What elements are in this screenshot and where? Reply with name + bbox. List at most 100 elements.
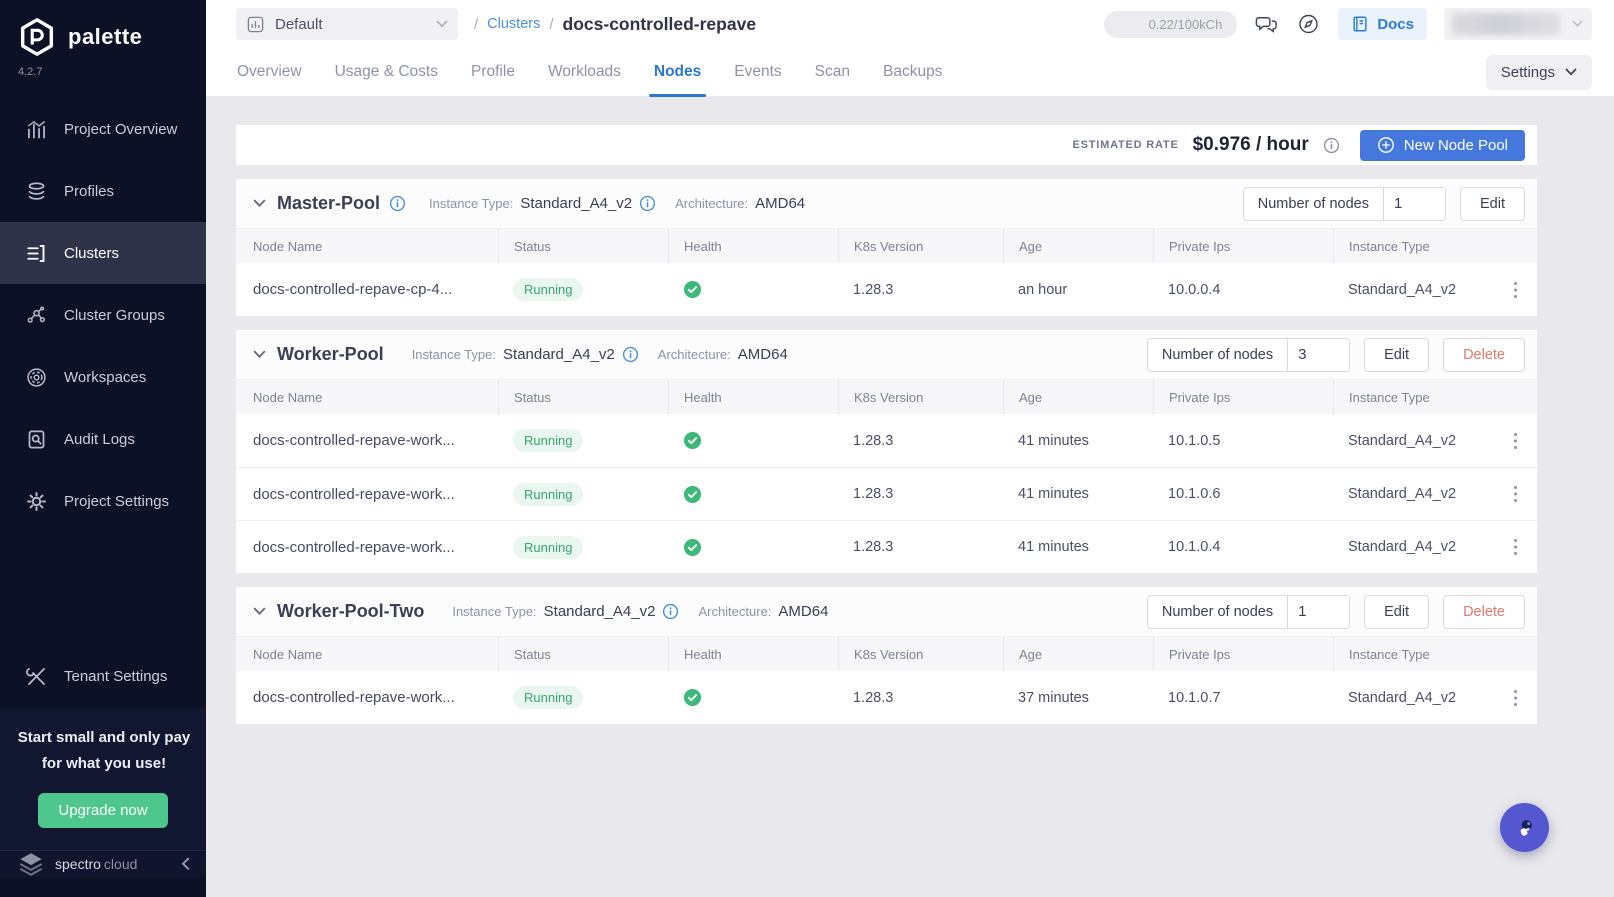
project-selector[interactable]: Default bbox=[236, 8, 458, 40]
number-of-nodes-input[interactable] bbox=[1287, 595, 1350, 628]
breadcrumb-clusters-link[interactable]: Clusters bbox=[487, 16, 541, 32]
row-actions-menu[interactable] bbox=[1513, 538, 1518, 556]
age-cell: 37 minutes bbox=[1018, 689, 1089, 706]
sidebar-item-profiles[interactable]: Profiles bbox=[0, 160, 206, 222]
gear-icon bbox=[26, 491, 47, 512]
column-header: Health bbox=[668, 380, 838, 414]
breadcrumb-separator: / bbox=[474, 15, 479, 33]
sidebar-item-label: Audit Logs bbox=[64, 430, 135, 448]
number-of-nodes-group: Number of nodes bbox=[1242, 186, 1446, 221]
table-header-row: Node Name Status Health K8s Version Age Priva… bbox=[236, 637, 1537, 671]
table-body: docs-controlled-repave-work... Running 1… bbox=[236, 414, 1537, 573]
feedback-chat-icon[interactable] bbox=[1254, 13, 1279, 35]
sidebar-item-project-settings[interactable]: Project Settings bbox=[0, 470, 206, 532]
audit-logs-icon bbox=[26, 429, 47, 450]
info-icon[interactable] bbox=[1323, 137, 1340, 154]
sidebar: palette 4.2.7 Project Overview Profiles … bbox=[0, 0, 206, 897]
table-row: docs-controlled-repave-work... Running 1… bbox=[236, 671, 1537, 724]
docs-button[interactable]: Docs bbox=[1338, 8, 1427, 40]
sidebar-item-audit-logs[interactable]: Audit Logs bbox=[0, 408, 206, 470]
instance-type-label: Instance Type: bbox=[411, 347, 497, 362]
age-cell: 41 minutes bbox=[1018, 539, 1089, 555]
node-name-cell: docs-controlled-repave-work... bbox=[253, 485, 455, 503]
table-row: docs-controlled-repave-work... Running 1… bbox=[236, 467, 1537, 520]
upgrade-message: Start small and only pay for what you us… bbox=[17, 729, 191, 773]
instance-type-cell: Standard_A4_v2 bbox=[1348, 486, 1457, 502]
row-actions-menu[interactable] bbox=[1513, 689, 1518, 707]
health-cell bbox=[668, 688, 838, 707]
architecture-value: AMD64 bbox=[737, 346, 788, 363]
info-icon[interactable] bbox=[662, 603, 679, 620]
private-ip-cell: 10.1.0.4 bbox=[1168, 539, 1221, 555]
node-name-cell: docs-controlled-repave-work... bbox=[253, 538, 455, 556]
column-header: Status bbox=[498, 380, 668, 414]
number-of-nodes-group: Number of nodes bbox=[1146, 337, 1351, 372]
table-body: docs-controlled-repave-work... Running 1… bbox=[236, 671, 1537, 724]
chevron-down-icon[interactable] bbox=[253, 350, 266, 359]
health-check-icon bbox=[683, 280, 838, 299]
profiles-icon bbox=[26, 181, 47, 202]
help-widget-button[interactable] bbox=[1500, 803, 1549, 852]
breadcrumb: / Clusters / docs-controlled-repave bbox=[474, 14, 756, 35]
info-icon[interactable] bbox=[389, 195, 406, 212]
instance-type-value: Standard_A4_v2 bbox=[543, 603, 656, 620]
row-actions-menu[interactable] bbox=[1513, 281, 1518, 299]
age-cell: an hour bbox=[1018, 281, 1068, 298]
architecture-label: Architecture: bbox=[675, 196, 749, 211]
health-check-icon bbox=[683, 431, 838, 450]
number-of-nodes-input[interactable] bbox=[1383, 187, 1445, 220]
sidebar-item-workspaces[interactable]: Workspaces bbox=[0, 346, 206, 408]
status-badge: Running bbox=[513, 535, 584, 559]
sidebar-item-tenant-settings[interactable]: Tenant Settings bbox=[0, 645, 206, 707]
row-actions-menu[interactable] bbox=[1513, 432, 1518, 450]
node-pool-section-worker-pool: Worker-Pool Instance Type: Standard_A4_v… bbox=[236, 330, 1537, 573]
spectro-cloud-logo-icon bbox=[19, 852, 43, 876]
tab-workloads[interactable]: Workloads bbox=[547, 63, 621, 80]
palette-logo-icon bbox=[20, 18, 54, 56]
node-name-cell: docs-controlled-repave-work... bbox=[253, 432, 455, 449]
tab-usage-costs[interactable]: Usage & Costs bbox=[334, 63, 438, 80]
table-row: docs-controlled-repave-cp-4... Running 1… bbox=[236, 263, 1537, 316]
redacted-user-name bbox=[1452, 13, 1560, 35]
explore-compass-icon[interactable] bbox=[1296, 13, 1321, 35]
chevron-down-icon[interactable] bbox=[253, 607, 266, 616]
tab-nodes[interactable]: Nodes bbox=[648, 48, 707, 97]
tab-scan[interactable]: Scan bbox=[814, 63, 850, 80]
tab-backups[interactable]: Backups bbox=[882, 63, 943, 80]
delete-button[interactable]: Delete bbox=[1443, 337, 1525, 372]
sidebar-item-label: Project Overview bbox=[64, 120, 178, 138]
chevron-down-icon[interactable] bbox=[253, 199, 266, 208]
collapse-sidebar-icon[interactable] bbox=[181, 857, 190, 871]
top-bar-actions: 0.22/100kCh Docs bbox=[1104, 8, 1592, 40]
column-header: K8s Version bbox=[838, 229, 1003, 263]
edit-button[interactable]: Edit bbox=[1460, 186, 1525, 221]
sidebar-nav: Project Overview Profiles Clusters Clust… bbox=[0, 98, 206, 707]
column-header: Node Name bbox=[253, 646, 323, 662]
cluster-tabs: Overview Usage & Costs Profile Workloads Nod… bbox=[206, 48, 1614, 97]
table-row: docs-controlled-repave-work... Running 1… bbox=[236, 414, 1537, 467]
info-icon[interactable] bbox=[622, 346, 639, 363]
delete-button[interactable]: Delete bbox=[1443, 594, 1525, 629]
sidebar-item-label: Clusters bbox=[64, 244, 120, 262]
column-header: Private Ips bbox=[1153, 229, 1333, 263]
private-ip-cell: 10.0.0.4 bbox=[1168, 281, 1221, 298]
user-account-menu[interactable] bbox=[1444, 8, 1592, 40]
upgrade-now-button[interactable]: Upgrade now bbox=[38, 792, 168, 828]
number-of-nodes-input[interactable] bbox=[1287, 338, 1350, 371]
sidebar-item-project-overview[interactable]: Project Overview bbox=[0, 98, 206, 160]
private-ip-cell: 10.1.0.6 bbox=[1168, 486, 1221, 502]
tab-overview[interactable]: Overview bbox=[237, 63, 302, 80]
health-cell bbox=[668, 485, 838, 504]
upgrade-panel: Start small and only pay for what you us… bbox=[0, 707, 206, 850]
sidebar-item-clusters[interactable]: Clusters bbox=[0, 222, 206, 284]
edit-button[interactable]: Edit bbox=[1364, 337, 1430, 372]
row-actions-menu[interactable] bbox=[1513, 485, 1518, 503]
sidebar-item-cluster-groups[interactable]: Cluster Groups bbox=[0, 284, 206, 346]
cluster-settings-button[interactable]: Settings bbox=[1485, 54, 1592, 90]
k8s-version-cell: 1.28.3 bbox=[853, 539, 894, 555]
tab-events[interactable]: Events bbox=[734, 63, 782, 80]
info-icon[interactable] bbox=[639, 195, 656, 212]
tab-profile[interactable]: Profile bbox=[471, 63, 515, 80]
new-node-pool-button[interactable]: New Node Pool bbox=[1359, 129, 1525, 161]
edit-button[interactable]: Edit bbox=[1364, 594, 1430, 629]
